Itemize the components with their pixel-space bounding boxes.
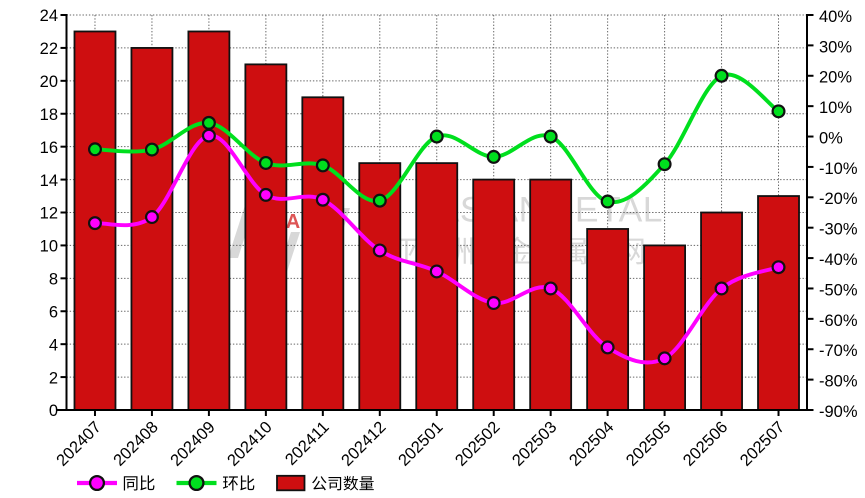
svg-text:4: 4: [49, 336, 58, 354]
svg-text:-10%: -10%: [819, 160, 858, 178]
svg-text:12: 12: [40, 205, 58, 223]
svg-text:6: 6: [49, 303, 58, 321]
svg-text:-20%: -20%: [819, 190, 858, 208]
svg-text:-50%: -50%: [819, 281, 858, 299]
svg-text:-70%: -70%: [819, 342, 858, 360]
svg-text:0%: 0%: [819, 129, 843, 147]
svg-text:-90%: -90%: [819, 403, 858, 421]
svg-text:-80%: -80%: [819, 373, 858, 391]
svg-text:20: 20: [40, 73, 58, 91]
svg-text:-30%: -30%: [819, 221, 858, 239]
svg-text:22: 22: [40, 40, 58, 58]
svg-text:16: 16: [40, 139, 58, 157]
svg-text:24: 24: [40, 7, 58, 25]
svg-text:-40%: -40%: [819, 251, 858, 269]
svg-text:-60%: -60%: [819, 312, 858, 330]
svg-text:10: 10: [40, 238, 58, 256]
svg-text:20%: 20%: [819, 69, 852, 87]
svg-text:14: 14: [40, 172, 58, 190]
svg-text:8: 8: [49, 271, 58, 289]
svg-text:2: 2: [49, 369, 58, 387]
svg-text:18: 18: [40, 106, 58, 124]
svg-text:A: A: [286, 211, 300, 233]
svg-text:30%: 30%: [819, 38, 852, 56]
svg-text:10%: 10%: [819, 99, 852, 117]
svg-text:0: 0: [49, 402, 58, 420]
svg-text:40%: 40%: [819, 8, 852, 26]
